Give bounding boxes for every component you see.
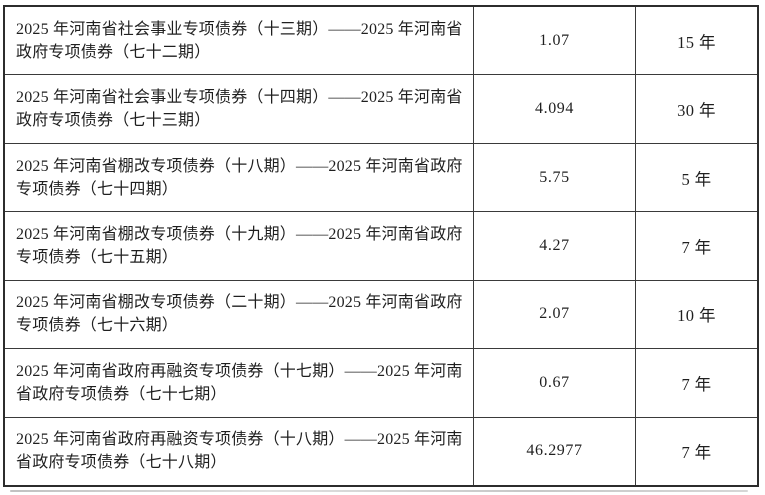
table-row: 2025 年河南省棚改专项债券（二十期）——2025 年河南省政府 专项债券（七…: [5, 280, 757, 350]
amount-cell: 5.75: [474, 143, 636, 212]
bond-name-cell: 2025 年河南省政府再融资专项债券（十八期）——2025 年河南 省政府专项债…: [5, 417, 474, 485]
amount-cell: 0.67: [474, 349, 636, 417]
table-row: 2025 年河南省社会事业专项债券（十四期）——2025 年河南省 政府专项债券…: [5, 75, 757, 144]
table-row: 2025 年河南省政府再融资专项债券（十七期）——2025 年河南 省政府专项债…: [5, 349, 757, 418]
amount-cell: 4.094: [474, 75, 636, 143]
term-cell: 7 年: [681, 374, 712, 394]
term-cell: 7 年: [681, 237, 712, 257]
table-row: 2025 年河南省政府再融资专项债券（十八期）——2025 年河南 省政府专项债…: [5, 417, 757, 485]
amount-cell: 1.07: [474, 7, 636, 75]
scan-artifact-line: [10, 490, 748, 492]
term-cell: 10 年: [677, 306, 716, 326]
term-cell: 5 年: [681, 169, 712, 189]
bond-name-cell: 2025 年河南省社会事业专项债券（十三期）——2025 年河南省 政府专项债券…: [5, 7, 474, 75]
table-row: 2025 年河南省社会事业专项债券（十三期）——2025 年河南省 政府专项债券…: [5, 7, 757, 76]
bond-name-cell: 2025 年河南省社会事业专项债券（十四期）——2025 年河南省 政府专项债券…: [5, 75, 474, 143]
amount-cell: 2.07: [474, 280, 636, 349]
bond-name-cell: 2025 年河南省棚改专项债券（二十期）——2025 年河南省政府 专项债券（七…: [5, 280, 474, 349]
table-row: 2025 年河南省棚改专项债券（十九期）——2025 年河南省政府 专项债券（七…: [5, 212, 757, 281]
bond-name-cell: 2025 年河南省棚改专项债券（十九期）——2025 年河南省政府 专项债券（七…: [5, 212, 474, 280]
bond-table: 2025 年河南省社会事业专项债券（十三期）——2025 年河南省 政府专项债券…: [3, 5, 759, 487]
amount-cell: 4.27: [474, 212, 636, 280]
table-row: 2025 年河南省棚改专项债券（十八期）——2025 年河南省政府 专项债券（七…: [5, 143, 757, 213]
amount-cell: 46.2977: [474, 417, 636, 485]
term-cell: 7 年: [681, 443, 712, 463]
bond-name-cell: 2025 年河南省棚改专项债券（十八期）——2025 年河南省政府 专项债券（七…: [5, 143, 474, 212]
term-cell: 15 年: [677, 32, 716, 52]
bond-name-cell: 2025 年河南省政府再融资专项债券（十七期）——2025 年河南 省政府专项债…: [5, 349, 474, 417]
term-cell: 30 年: [677, 101, 716, 121]
